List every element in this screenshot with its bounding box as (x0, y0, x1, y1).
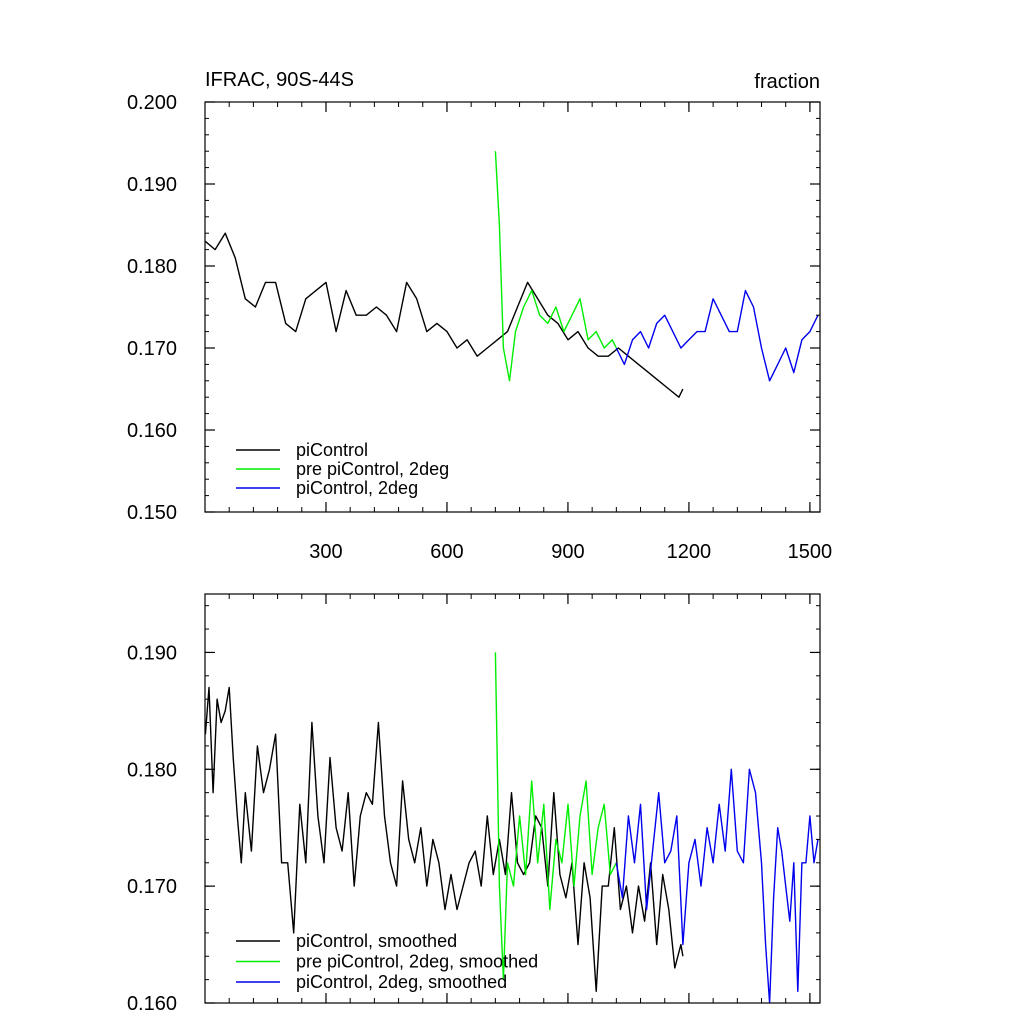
plot-frame (204, 593, 821, 1004)
series-line-picontrol-2deg-smoothed (615, 768, 819, 1003)
y-tick-label: 0.190 (127, 642, 177, 664)
legend-label-picontrol: piControl (296, 440, 368, 460)
legend-label-picontrol-smoothed: piControl, smoothed (296, 931, 457, 951)
y-tick-label: 0.170 (127, 876, 177, 898)
y-tick-label: 0.160 (127, 420, 177, 442)
y-tick-label: 0.160 (127, 993, 177, 1015)
series-line-pre-picontrol-2deg-smoothed (494, 652, 617, 981)
y-tick-label: 0.190 (127, 174, 177, 196)
y-tick-label: 0.180 (127, 256, 177, 278)
y-tick-label: 0.200 (127, 92, 177, 114)
legend-label-pre-picontrol-2deg: pre piControl, 2deg (296, 459, 449, 479)
series-line-picontrol-smoothed (205, 686, 684, 992)
x-tick-label: 1200 (667, 541, 712, 563)
y-tick-label: 0.180 (127, 759, 177, 781)
y-tick-label: 0.170 (127, 338, 177, 360)
x-tick-label: 900 (551, 541, 584, 563)
x-tick-label: 300 (309, 541, 342, 563)
legend-label-pre-picontrol-2deg-smoothed: pre piControl, 2deg, smoothed (296, 952, 538, 972)
y-tick-label: 0.150 (127, 502, 177, 524)
series-line-pre-picontrol-2deg (494, 151, 617, 382)
top-panel: IFRAC, 90S-44S fraction 0.150 0.160 0.170 0… (127, 69, 832, 563)
series-line-picontrol-2deg (615, 289, 819, 382)
top-chart-title: IFRAC, 90S-44S (205, 69, 354, 91)
x-tick-label: 600 (430, 541, 463, 563)
legend-label-picontrol-2deg-smoothed: piControl, 2deg, smoothed (296, 972, 507, 992)
legend-label-picontrol-2deg: piControl, 2deg (296, 478, 418, 498)
plot-frame (204, 101, 821, 513)
x-tick-label: 1500 (788, 541, 833, 563)
units-label: fraction (754, 71, 820, 93)
series-line-picontrol (205, 232, 684, 398)
bottom-panel: 0.160 0.170 0.180 0.190 piControl, smoothed… (127, 593, 821, 1015)
